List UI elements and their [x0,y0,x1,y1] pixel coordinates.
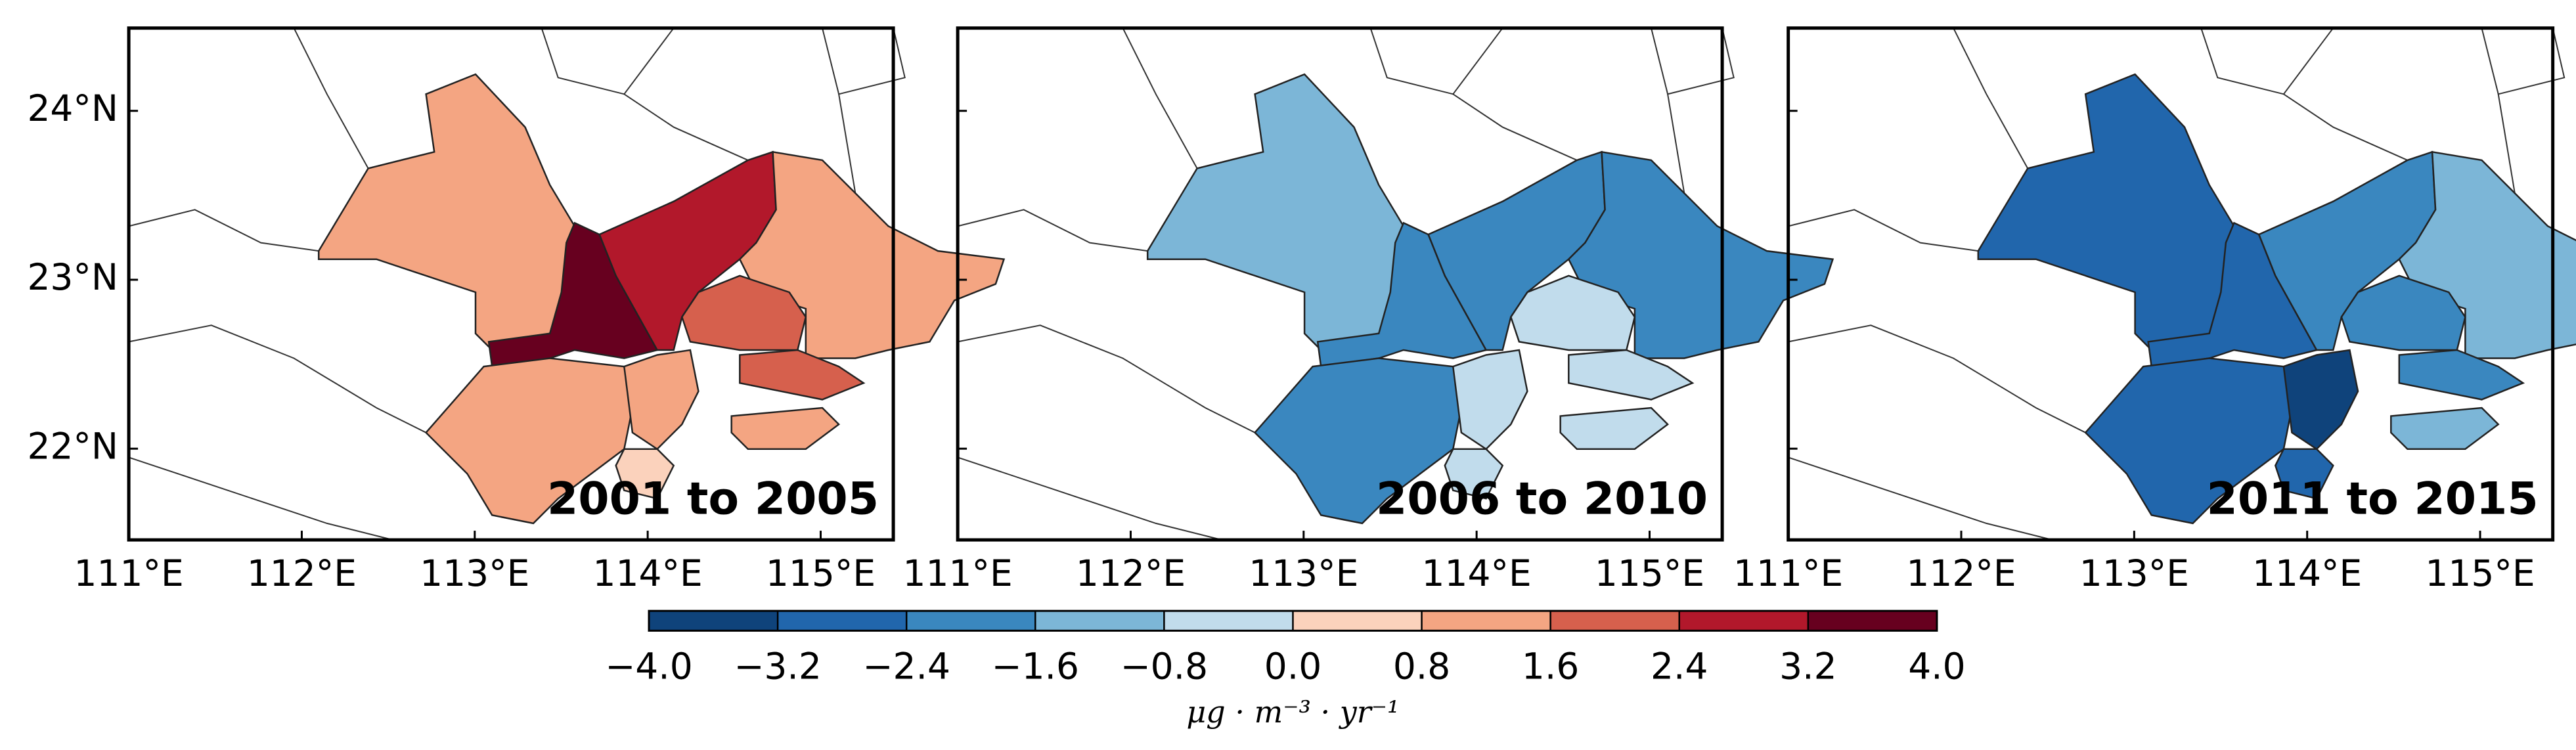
region [739,349,866,401]
colorbar-swatch [1679,611,1809,631]
x-tick-label: 113°E [2079,552,2189,594]
background-boundary [2497,94,2516,194]
background-boundary [957,324,1256,433]
map-panel: 2001 to 2005 111°E 112°E 113°E 114°E 115°E 22°… [27,26,1006,594]
panel-frame [1787,26,2555,542]
background-boundary [1369,28,1503,95]
colorbar-frame [648,609,1938,632]
background-boundary [838,94,856,194]
colorbar-swatch [778,611,907,631]
colorbar-swatch [906,611,1036,631]
background-boundary [1667,94,1685,194]
region [615,448,675,500]
region [730,407,841,451]
background-boundary [623,93,749,161]
colorbar-tick-label: −3.2 [734,645,822,687]
x-tick-label: 111°E [1733,552,1843,594]
region [2282,349,2359,451]
background-boundary [1452,93,1578,161]
background-boundary [128,209,319,252]
colorbar-tick-label: −0.8 [1121,645,1209,687]
region [1146,73,1405,351]
colorbar-tick-label: −4.0 [605,645,693,687]
background-boundary [293,28,369,169]
colorbar-tick-label: 0.8 [1393,645,1450,687]
background-boundary [2200,28,2334,95]
region [424,357,634,525]
x-tick-label: 115°E [2425,552,2535,594]
panel-title: 2006 to 2010 [1376,474,1708,525]
colorbar-tick-label: −1.6 [991,645,1079,687]
region [1977,73,2235,351]
panel-title: 2011 to 2015 [2207,474,2539,525]
colorbar-swatch [1808,611,1938,631]
colorbar-swatch [1421,611,1551,631]
region [1567,150,1834,359]
x-tick-label: 114°E [2252,552,2362,594]
y-tick-label: 22°N [27,425,118,467]
colorbar-swatch [1550,611,1680,631]
background-boundary [1788,456,2053,541]
background-boundary [1788,324,2086,433]
region [2084,357,2293,525]
panel-title: 2001 to 2005 [547,474,879,525]
background-boundary [1953,28,2029,169]
colorbar-tick-label: 0.0 [1264,645,1321,687]
x-tick-label: 114°E [1422,552,1532,594]
x-tick-label: 112°E [1076,552,1186,594]
colorbar-swatch [649,611,778,631]
background-boundary [957,209,1148,252]
colorbar-tick-label: 4.0 [1908,645,1965,687]
x-tick-label: 114°E [593,552,703,594]
region [1444,448,1504,500]
region [2398,150,2576,359]
colorbar-tick-label: −2.4 [862,645,950,687]
background-boundary [822,28,906,95]
colorbar-tick-label: 3.2 [1779,645,1836,687]
background-boundary [128,324,427,433]
y-tick-label: 24°N [27,87,118,129]
background-boundary [128,456,393,541]
region [2274,448,2334,500]
colorbar-label: μg · m⁻³ · yr⁻¹ [1186,694,1399,730]
x-tick-label: 113°E [1249,552,1358,594]
panel-frame [127,26,895,542]
y-tick-label: 23°N [27,256,118,298]
background-boundary [957,456,1222,541]
region [1452,349,1528,451]
map-panel: 2006 to 2010 111°E 112°E 113°E 114°E 115°E [903,26,1834,594]
x-tick-label: 111°E [903,552,1013,594]
map-panel: 2011 to 2015 111°E 112°E 113°E 114°E 115°E [1733,26,2576,594]
colorbar-swatch [1035,611,1165,631]
background-boundary [2283,93,2408,161]
background-boundary [541,28,675,95]
background-boundary [2481,28,2565,95]
x-tick-label: 115°E [766,552,876,594]
colorbar-swatch [1293,611,1423,631]
region [623,349,700,451]
background-boundary [1651,28,1735,95]
region [317,73,576,351]
x-tick-label: 111°E [74,552,183,594]
panel-frame [956,26,1724,542]
region [1568,349,1695,401]
background-boundary [1788,209,1978,252]
x-tick-label: 112°E [247,552,357,594]
x-tick-label: 112°E [1906,552,2016,594]
colorbar-tick-label: 2.4 [1651,645,1708,687]
colorbar-swatch [1164,611,1293,631]
region [2398,349,2525,401]
region [1253,357,1463,525]
region [2390,407,2500,451]
x-tick-label: 113°E [420,552,529,594]
x-tick-label: 115°E [1595,552,1704,594]
region [738,150,1006,359]
background-boundary [1122,28,1198,169]
region [1559,407,1670,451]
colorbar-tick-label: 1.6 [1522,645,1579,687]
